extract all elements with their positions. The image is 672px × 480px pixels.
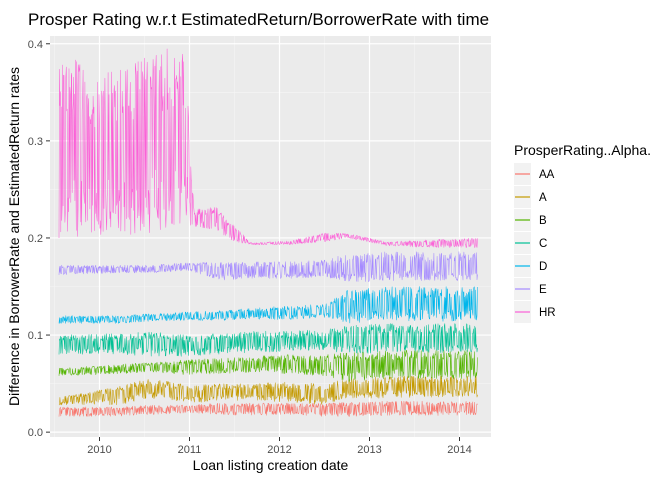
legend-title: ProsperRating..Alpha. <box>514 142 651 158</box>
legend-item-c: C <box>514 232 547 254</box>
legend-label-hr: HR <box>539 307 556 319</box>
legend-item-b: B <box>514 209 547 231</box>
plot-background <box>50 36 491 437</box>
x-tick-label: 2014 <box>447 444 471 456</box>
x-tick-label: 2010 <box>87 444 111 456</box>
y-axis-title: Difference in BorrowerRate and Estimated… <box>6 67 22 406</box>
legend-item-hr: HR <box>514 301 556 323</box>
series-layer <box>58 48 478 417</box>
axis-ticks <box>46 43 460 441</box>
series-line-b <box>58 349 478 382</box>
series-line-hr <box>58 48 478 248</box>
y-tick-label: 0.2 <box>28 233 43 245</box>
legend-item-a: A <box>514 186 547 208</box>
y-tick-label: 0.4 <box>28 39 43 51</box>
legend-label-c: C <box>539 238 547 250</box>
series-line-aa <box>58 400 478 417</box>
legend-label-b: B <box>539 215 547 227</box>
legend-item-e: E <box>514 278 547 300</box>
x-tick-label: 2011 <box>178 444 202 456</box>
legend-item-aa: AA <box>514 163 555 185</box>
series-line-d <box>58 286 478 324</box>
x-tick-labels: 2010 2011 2012 2013 2014 <box>87 444 471 456</box>
x-axis-title: Loan listing creation date <box>193 457 349 473</box>
chart-title: Prosper Rating w.r.t EstimatedReturn/Bor… <box>28 10 489 29</box>
x-tick-label: 2013 <box>357 444 381 456</box>
series-line-c <box>58 323 478 357</box>
series-line-e <box>58 251 478 282</box>
y-tick-labels: 0.0 0.1 0.2 0.3 0.4 <box>28 39 43 439</box>
y-tick-label: 0.1 <box>28 330 43 342</box>
y-tick-label: 0.3 <box>28 136 43 148</box>
legend-label-a: A <box>539 192 547 204</box>
y-tick-label: 0.0 <box>28 427 43 439</box>
legend-item-d: D <box>514 255 547 277</box>
legend-label-e: E <box>539 284 547 296</box>
legend-label-d: D <box>539 261 547 273</box>
x-tick-label: 2012 <box>267 444 291 456</box>
series-line-a <box>58 375 478 406</box>
legend-label-aa: AA <box>539 169 555 181</box>
